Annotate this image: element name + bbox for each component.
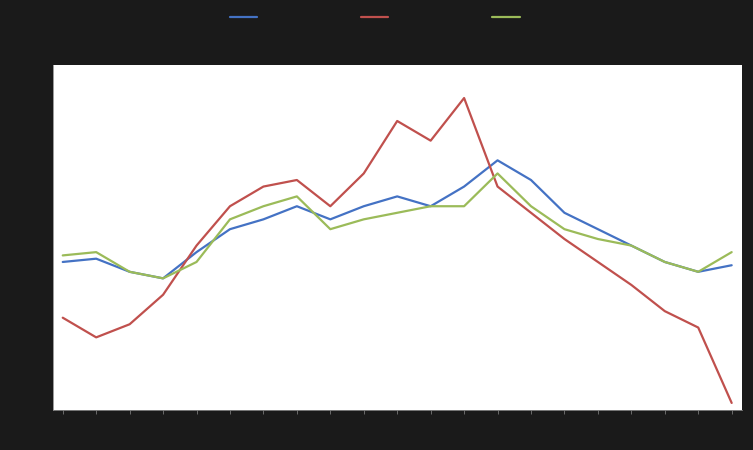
Legend: , , : , , [224, 6, 529, 29]
